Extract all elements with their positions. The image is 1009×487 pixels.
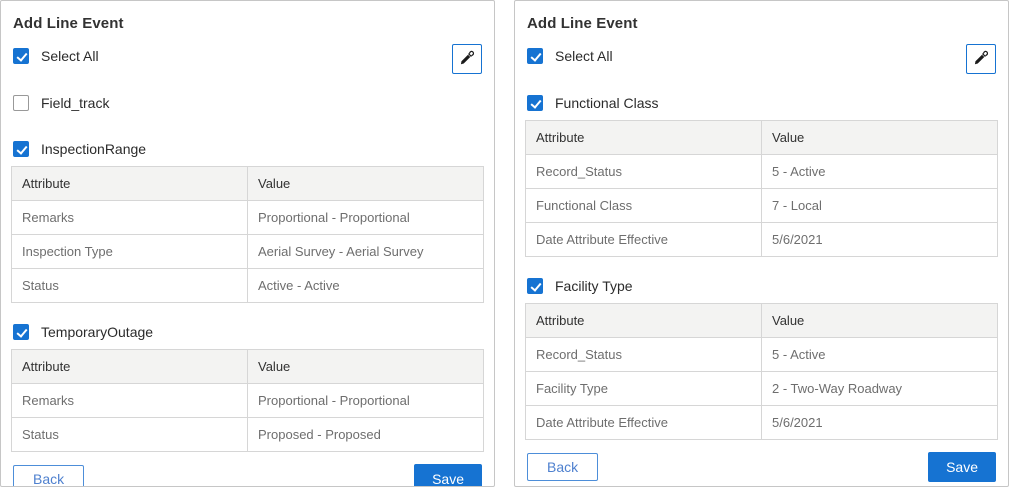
left-panel: Add Line Event Select All Field_trac: [0, 0, 495, 487]
group-label: Field_track: [41, 95, 110, 111]
attribute-cell: Facility Type: [525, 371, 762, 406]
attribute-cell: Remarks: [11, 200, 248, 235]
group-checkbox[interactable]: [527, 95, 543, 111]
group-option: InspectionRange: [13, 141, 482, 157]
attribute-cell: Date Attribute Effective: [525, 222, 762, 257]
attribute-table: Attribute Value Remarks Proportional - P…: [11, 166, 484, 303]
group-option: TemporaryOutage: [13, 324, 482, 340]
select-all-label: Select All: [555, 48, 613, 64]
value-cell: Active - Active: [247, 268, 484, 303]
value-cell: 5 - Active: [761, 337, 998, 372]
panel-footer: Back Save: [11, 452, 484, 486]
table-header-row: Attribute Value: [11, 349, 484, 384]
table-row: Facility Type 2 - Two-Way Roadway: [525, 371, 998, 406]
value-column-header: Value: [247, 166, 484, 201]
attribute-column-header: Attribute: [525, 303, 762, 338]
table-header-row: Attribute Value: [525, 120, 998, 155]
table-row: Status Proposed - Proposed: [11, 417, 484, 452]
table-header-row: Attribute Value: [525, 303, 998, 338]
event-group-temporary-outage: TemporaryOutage Attribute Value Remarks …: [11, 324, 484, 452]
attribute-cell: Status: [11, 417, 248, 452]
event-group-inspection-range: InspectionRange Attribute Value Remarks …: [11, 141, 484, 303]
attribute-table: Attribute Value Record_Status 5 - Active…: [525, 303, 998, 440]
panel-footer: Back Save: [525, 440, 998, 484]
attribute-cell: Status: [11, 268, 248, 303]
eyedropper-button[interactable]: [452, 44, 482, 74]
group-checkbox[interactable]: [13, 141, 29, 157]
value-cell: Aerial Survey - Aerial Survey: [247, 234, 484, 269]
attribute-column-header: Attribute: [525, 120, 762, 155]
select-all-option: Select All: [13, 48, 99, 64]
group-checkbox[interactable]: [527, 278, 543, 294]
table-row: Remarks Proportional - Proportional: [11, 200, 484, 235]
attribute-cell: Functional Class: [525, 188, 762, 223]
attribute-cell: Date Attribute Effective: [525, 405, 762, 440]
eyedropper-icon: [458, 49, 476, 70]
value-cell: Proportional - Proportional: [247, 200, 484, 235]
attribute-cell: Record_Status: [525, 154, 762, 189]
group-option: Functional Class: [527, 95, 996, 111]
select-all-checkbox[interactable]: [13, 48, 29, 64]
group-option: Field_track: [13, 95, 482, 111]
table-row: Status Active - Active: [11, 268, 484, 303]
value-cell: 2 - Two-Way Roadway: [761, 371, 998, 406]
group-option: Facility Type: [527, 278, 996, 294]
value-cell: 5/6/2021: [761, 222, 998, 257]
attribute-column-header: Attribute: [11, 166, 248, 201]
value-column-header: Value: [761, 120, 998, 155]
value-column-header: Value: [247, 349, 484, 384]
attribute-column-header: Attribute: [11, 349, 248, 384]
select-all-checkbox[interactable]: [527, 48, 543, 64]
value-cell: 5 - Active: [761, 154, 998, 189]
attribute-table: Attribute Value Remarks Proportional - P…: [11, 349, 484, 452]
select-all-row: Select All: [13, 44, 482, 74]
select-all-label: Select All: [41, 48, 99, 64]
table-row: Functional Class 7 - Local: [525, 188, 998, 223]
value-cell: 7 - Local: [761, 188, 998, 223]
value-cell: 5/6/2021: [761, 405, 998, 440]
value-cell: Proportional - Proportional: [247, 383, 484, 418]
back-button[interactable]: Back: [527, 453, 599, 481]
group-label: TemporaryOutage: [41, 324, 154, 340]
table-row: Date Attribute Effective 5/6/2021: [525, 405, 998, 440]
group-label: Facility Type: [555, 278, 633, 294]
group-checkbox[interactable]: [13, 324, 29, 340]
save-button[interactable]: Save: [928, 452, 996, 482]
group-label: Functional Class: [555, 95, 659, 111]
value-cell: Proposed - Proposed: [247, 417, 484, 452]
table-header-row: Attribute Value: [11, 166, 484, 201]
attribute-cell: Remarks: [11, 383, 248, 418]
table-row: Inspection Type Aerial Survey - Aerial S…: [11, 234, 484, 269]
event-group-facility-type: Facility Type Attribute Value Record_Sta…: [525, 278, 998, 440]
page-title: Add Line Event: [527, 15, 638, 32]
attribute-cell: Record_Status: [525, 337, 762, 372]
event-group-functional-class: Functional Class Attribute Value Record_…: [525, 95, 998, 257]
eyedropper-button[interactable]: [966, 44, 996, 74]
page-title: Add Line Event: [13, 15, 124, 32]
eyedropper-icon: [972, 49, 990, 70]
group-label: InspectionRange: [41, 141, 147, 157]
select-all-option: Select All: [527, 48, 613, 64]
right-panel: Add Line Event Select All Functional: [514, 0, 1009, 487]
select-all-row: Select All: [527, 44, 996, 74]
table-row: Remarks Proportional - Proportional: [11, 383, 484, 418]
attribute-cell: Inspection Type: [11, 234, 248, 269]
back-button[interactable]: Back: [13, 465, 85, 486]
table-row: Record_Status 5 - Active: [525, 337, 998, 372]
value-column-header: Value: [761, 303, 998, 338]
attribute-table: Attribute Value Record_Status 5 - Active…: [525, 120, 998, 257]
group-checkbox[interactable]: [13, 95, 29, 111]
table-row: Record_Status 5 - Active: [525, 154, 998, 189]
event-group-field-track: Field_track: [11, 95, 484, 120]
table-row: Date Attribute Effective 5/6/2021: [525, 222, 998, 257]
save-button[interactable]: Save: [414, 464, 482, 486]
